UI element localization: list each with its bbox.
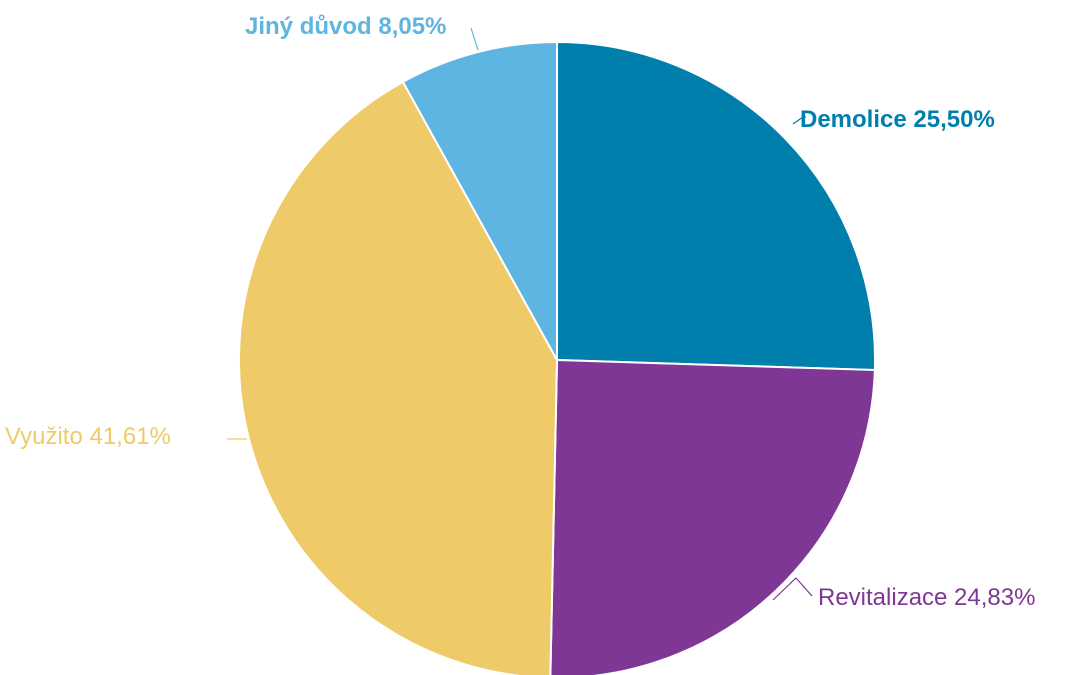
label-demolice: Demolice 25,50% [800,106,995,133]
leader-jiny-duvod [470,27,479,51]
pie-slice-revitalizace [549,358,876,675]
data-labels: Jiný důvod 8,05% Demolice 25,50% Využito… [5,13,1035,611]
leader-demolice [792,116,806,125]
label-revitalizace: Revitalizace 24,83% [818,584,1035,611]
pie-slice-vyuzito [238,80,559,675]
label-leaders [227,27,813,601]
leader-revitalizace [772,577,813,601]
pie-slice-jiny-duvod [401,40,558,364]
label-vyuzito: Využito 41,61% [5,423,171,450]
label-jiny-duvod: Jiný důvod 8,05% [245,13,446,40]
pie-slices [238,40,876,675]
pie-slice-demolice [556,40,876,372]
